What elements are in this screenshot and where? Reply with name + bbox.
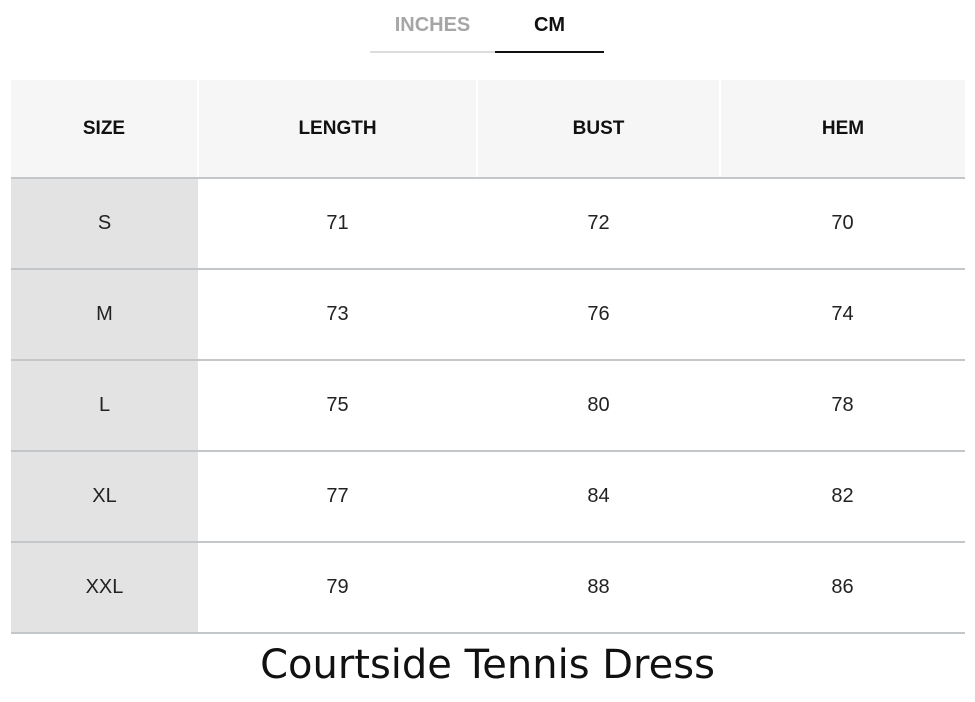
cell-hem: 86 <box>720 542 965 634</box>
header-size: SIZE <box>11 80 198 179</box>
header-bust: BUST <box>476 80 720 179</box>
cell-bust: 76 <box>477 269 720 361</box>
cell-length: 73 <box>198 269 477 361</box>
cell-size: M <box>11 269 198 361</box>
cell-bust: 84 <box>477 451 720 543</box>
size-chart-table: SIZE LENGTH BUST HEM S 71 72 70 M 73 76 74 L 75 80… <box>11 80 965 634</box>
cell-hem: 82 <box>720 451 965 543</box>
header-hem: HEM <box>719 80 965 179</box>
tab-inches[interactable]: INCHES <box>370 0 495 53</box>
product-title: Courtside Tennis Dress <box>260 642 715 688</box>
cell-size: XXL <box>11 542 198 634</box>
table-row: L 75 80 78 <box>11 360 965 452</box>
cell-size: L <box>11 360 198 452</box>
table-row: XXL 79 88 86 <box>11 542 965 634</box>
tab-cm[interactable]: CM <box>495 0 604 53</box>
unit-tabs: INCHES CM <box>370 0 604 55</box>
cell-bust: 80 <box>477 360 720 452</box>
cell-length: 77 <box>198 451 477 543</box>
header-length: LENGTH <box>197 80 477 179</box>
cell-hem: 74 <box>720 269 965 361</box>
cell-length: 75 <box>198 360 477 452</box>
cell-bust: 72 <box>477 178 720 270</box>
table-row: S 71 72 70 <box>11 178 965 270</box>
cell-hem: 70 <box>720 178 965 270</box>
table-row: M 73 76 74 <box>11 269 965 361</box>
cell-length: 71 <box>198 178 477 270</box>
cell-hem: 78 <box>720 360 965 452</box>
table-row: XL 77 84 82 <box>11 451 965 543</box>
cell-size: S <box>11 178 198 270</box>
cell-bust: 88 <box>477 542 720 634</box>
cell-length: 79 <box>198 542 477 634</box>
header-row: SIZE LENGTH BUST HEM <box>11 80 965 179</box>
cell-size: XL <box>11 451 198 543</box>
